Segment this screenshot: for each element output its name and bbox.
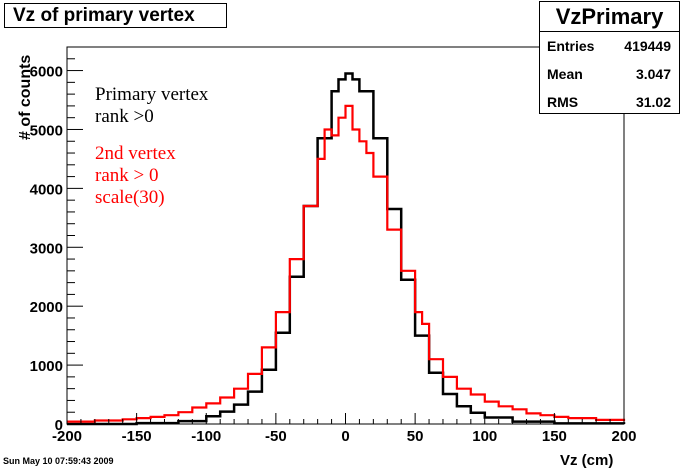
x-tick-label: 200 [611, 428, 636, 445]
stats-value: 31.02 [635, 94, 671, 110]
stats-label: Entries [547, 38, 595, 54]
stats-row-mean: Mean 3.047 [540, 60, 679, 88]
x-tick-label: 50 [407, 428, 424, 445]
x-tick-label: -200 [52, 428, 82, 445]
timestamp: Sun May 10 07:59:43 2009 [3, 456, 114, 466]
histogram-title: Vz of primary vertex [4, 3, 227, 28]
y-axis-label: # of counts [17, 55, 34, 140]
stats-label: Mean [547, 66, 583, 82]
x-tick-label: -100 [191, 428, 221, 445]
stats-row-rms: RMS 31.02 [540, 88, 679, 116]
stats-row-entries: Entries 419449 [540, 32, 679, 60]
x-tick-label: 150 [542, 428, 567, 445]
stats-box: VzPrimary Entries 419449 Mean 3.047 RMS … [539, 1, 680, 114]
stats-label: RMS [547, 94, 579, 110]
stats-value: 419449 [624, 38, 671, 54]
legend-second-line3: scale(30) [95, 187, 165, 208]
y-tick-label: 6000 [30, 64, 63, 81]
histogram-curves [67, 72, 626, 426]
y-tick-label: 2000 [30, 299, 63, 316]
stats-value: 3.047 [635, 66, 671, 82]
legend-second-line2: rank > 0 [95, 165, 158, 186]
legend-second-line1: 2nd vertex [95, 143, 176, 164]
legend-primary-line2: rank >0 [95, 106, 154, 127]
x-tick-label: -150 [122, 428, 152, 445]
y-tick-label: 3000 [30, 240, 63, 257]
series-primary-vertex [67, 72, 626, 426]
y-tick-label: 5000 [30, 122, 63, 139]
series-second-vertex [67, 104, 626, 423]
x-tick-label: 100 [472, 428, 497, 445]
y-tick-label: 1000 [30, 358, 63, 375]
y-tick-label: 4000 [30, 181, 63, 198]
x-tick-label: 0 [341, 428, 349, 445]
axes: -200 -150 -100 -50 0 50 100 150 2000100020003000… [30, 46, 637, 445]
x-tick-label: -50 [265, 428, 287, 445]
legend-primary-line1: Primary vertex [95, 84, 209, 105]
y-tick-label: 0 [55, 417, 63, 434]
stats-title: VzPrimary [540, 2, 679, 32]
x-axis-label: Vz (cm) [560, 452, 613, 469]
